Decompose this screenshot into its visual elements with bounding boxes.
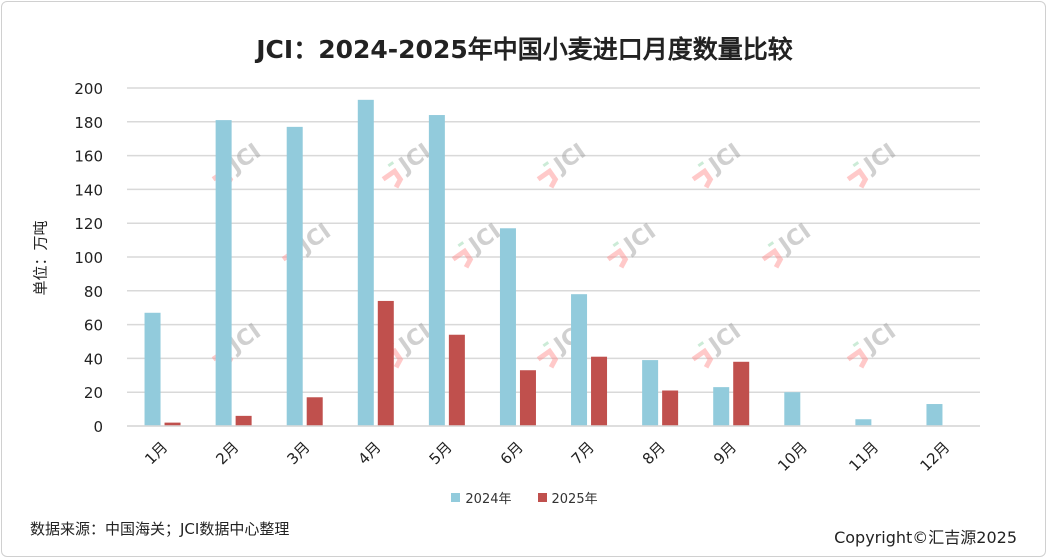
bar-2025年-2月 bbox=[235, 415, 252, 426]
y-tick-label: 160 bbox=[74, 148, 103, 166]
x-tick-label: 6月 bbox=[497, 438, 527, 468]
x-tick-label: 8月 bbox=[639, 438, 669, 468]
y-tick-label: 180 bbox=[74, 114, 103, 132]
y-tick-label: 0 bbox=[93, 418, 103, 436]
watermark-logo: JCI bbox=[846, 139, 901, 189]
data-source: 数据来源：中国海关；JCI数据中心整理 bbox=[30, 520, 290, 538]
legend-swatch-2025 bbox=[537, 493, 547, 502]
x-tick-label: 10月 bbox=[774, 438, 811, 475]
y-tick-label: 80 bbox=[84, 283, 103, 301]
watermark-logo: JCI bbox=[451, 219, 506, 269]
x-tick-label: 12月 bbox=[916, 438, 953, 475]
x-tick-label: 1月 bbox=[141, 438, 171, 468]
copyright: Copyright©汇吉源2025 bbox=[834, 528, 1017, 547]
bar-2024年-10月 bbox=[784, 392, 801, 426]
bar-2024年-1月 bbox=[144, 312, 161, 426]
chart-title: JCI：2024-2025年中国小麦进口月度数量比较 bbox=[256, 35, 793, 64]
bar-2024年-8月 bbox=[642, 360, 659, 426]
y-tick-label: 40 bbox=[84, 350, 103, 368]
x-tick-label: 2月 bbox=[212, 438, 242, 468]
bar-2024年-12月 bbox=[926, 404, 943, 426]
svg-text:JCI: JCI bbox=[858, 139, 901, 179]
svg-text:JCI: JCI bbox=[463, 219, 506, 259]
y-tick-label: 100 bbox=[74, 249, 103, 267]
svg-text:JCI: JCI bbox=[548, 139, 591, 179]
legend-item-2025: 2025年 bbox=[537, 488, 598, 507]
svg-text:JCI: JCI bbox=[703, 139, 746, 179]
bar-2025年-8月 bbox=[662, 390, 679, 426]
x-tick-label: 9月 bbox=[710, 438, 740, 468]
y-tick-label: 20 bbox=[84, 384, 103, 402]
watermark-logo: JCI bbox=[846, 319, 901, 369]
x-tick-label: 3月 bbox=[283, 438, 313, 468]
legend-swatch-2024 bbox=[451, 493, 461, 502]
bar-2024年-4月 bbox=[357, 99, 374, 426]
x-tick-label: 5月 bbox=[426, 438, 456, 468]
legend-label-2025: 2025年 bbox=[551, 492, 598, 507]
watermark-logo: JCI bbox=[691, 139, 746, 189]
bar-2024年-6月 bbox=[499, 228, 516, 426]
legend-item-2024: 2024年 bbox=[451, 488, 512, 507]
svg-text:JCI: JCI bbox=[618, 219, 661, 259]
y-tick-label: 120 bbox=[74, 215, 103, 233]
bar-2024年-5月 bbox=[428, 115, 445, 426]
bar-2025年-5月 bbox=[448, 334, 465, 426]
bar-2025年-6月 bbox=[519, 370, 536, 426]
bar-2025年-3月 bbox=[306, 397, 323, 426]
bar-2024年-3月 bbox=[286, 126, 303, 427]
y-tick-label: 200 bbox=[74, 80, 103, 98]
bar-2025年-9月 bbox=[733, 361, 750, 426]
bar-2024年-7月 bbox=[571, 294, 588, 426]
x-tick-label: 7月 bbox=[568, 438, 598, 468]
svg-text:JCI: JCI bbox=[773, 219, 816, 259]
legend-label-2024: 2024年 bbox=[465, 492, 512, 507]
x-tick-label: 11月 bbox=[845, 438, 882, 475]
y-tick-label: 60 bbox=[84, 317, 103, 335]
bar-2025年-1月 bbox=[164, 422, 181, 426]
bar-2025年-7月 bbox=[591, 356, 608, 426]
y-tick-label: 140 bbox=[74, 181, 103, 199]
bar-2024年-9月 bbox=[713, 387, 730, 426]
watermark-logo: JCI bbox=[536, 139, 591, 189]
bar-2024年-11月 bbox=[855, 419, 872, 426]
x-tick-label: 4月 bbox=[355, 438, 385, 468]
watermark-logo: JCI bbox=[761, 219, 816, 269]
legend: 2024年 2025年 bbox=[0, 488, 1049, 507]
watermark-logo: JCI bbox=[381, 139, 436, 189]
bar-2025年-4月 bbox=[377, 300, 394, 426]
watermark-logo: JCI bbox=[281, 219, 336, 269]
bar-2024年-2月 bbox=[215, 120, 232, 427]
watermark-logo: JCI bbox=[606, 219, 661, 269]
